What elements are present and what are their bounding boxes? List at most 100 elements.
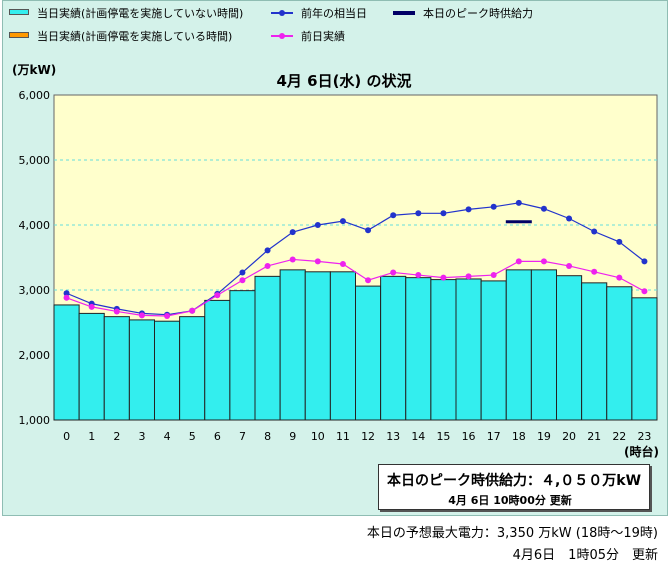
series-point: [239, 277, 246, 284]
legend-swatch-magenta-line: [271, 33, 293, 39]
series-point: [390, 212, 397, 219]
bar: [530, 269, 557, 421]
series-point: [641, 288, 648, 295]
series-point: [440, 274, 447, 281]
bar: [480, 280, 507, 421]
series-point: [465, 273, 472, 280]
series-point: [390, 269, 397, 276]
series-point: [616, 238, 623, 245]
y-tick-label: 3,000: [19, 284, 51, 297]
bar: [581, 282, 608, 421]
y-axis-unit-label: (万kW): [12, 63, 56, 77]
y-tick-label: 2,000: [19, 349, 51, 362]
x-tick-label: 14: [411, 430, 425, 443]
bar: [430, 279, 457, 421]
series-point: [339, 218, 346, 225]
series-point: [214, 292, 221, 299]
x-tick-label: 10: [311, 430, 325, 443]
peak-supply-value: 本日のピーク時供給力：４,０５０万kW: [386, 473, 642, 489]
forecast-text: 本日の予想最大電力：3,350 万kW (18時～19時): [366, 526, 658, 541]
bar: [154, 320, 181, 421]
update-time-text: 4月6日 1時05分 更新: [512, 548, 658, 563]
series-point: [113, 308, 120, 315]
series-point: [138, 312, 145, 319]
x-tick-label: 19: [537, 430, 551, 443]
legend-label: 前日実績: [301, 30, 345, 43]
series-point: [365, 277, 372, 284]
chart-title: 4月 6日(水) の状況: [276, 72, 411, 90]
bar: [355, 285, 382, 421]
x-tick-label: 4: [164, 430, 171, 443]
legend-label: 当日実績(計画停電を実施している時間): [37, 30, 233, 43]
legend-last-year: 前年の相当日: [271, 5, 367, 21]
y-tick-label: 5,000: [19, 154, 51, 167]
x-tick-label: 6: [214, 430, 221, 443]
legend-prev-day: 前日実績: [271, 28, 345, 44]
bar: [279, 269, 306, 421]
legend-swatch-orange: [9, 32, 29, 38]
series-point: [641, 258, 648, 265]
y-tick-label: 6,000: [19, 89, 51, 102]
series-point: [289, 256, 296, 263]
series-line: [66, 202, 645, 316]
series-point: [490, 272, 497, 279]
x-tick-label: 12: [361, 430, 375, 443]
bar: [606, 286, 633, 421]
x-tick-label: 7: [239, 430, 246, 443]
x-tick-label: 0: [63, 430, 70, 443]
series-point: [264, 247, 271, 254]
series-point: [540, 258, 547, 265]
series-point: [415, 272, 422, 279]
series-point: [365, 227, 372, 234]
series-point: [189, 307, 196, 314]
x-tick-label: 11: [336, 430, 350, 443]
legend-swatch-blue-line: [271, 10, 293, 16]
legend-label: 当日実績(計画停電を実施していない時間): [37, 7, 244, 20]
x-tick-label: 9: [289, 430, 296, 443]
series-point: [591, 268, 598, 275]
series-point: [515, 258, 522, 265]
series-point: [440, 210, 447, 217]
series-point: [63, 290, 70, 297]
series-point: [339, 261, 346, 267]
x-tick-label: 20: [562, 430, 576, 443]
series-lines: [63, 199, 648, 319]
bar: [631, 297, 658, 421]
x-tick-label: 13: [386, 430, 400, 443]
x-tick-label: 1: [88, 430, 95, 443]
series-point: [88, 303, 95, 310]
legend-label: 本日のピーク時供給力: [423, 7, 533, 20]
series-point: [616, 274, 623, 281]
series-point: [515, 199, 522, 206]
legend-dot-magenta: [279, 33, 285, 39]
x-tick-label: 23: [637, 430, 651, 443]
series-point: [540, 205, 547, 212]
x-tick-label: 17: [487, 430, 501, 443]
series-point: [314, 258, 321, 265]
series-point: [239, 269, 246, 276]
series-point: [566, 262, 573, 269]
bar: [204, 299, 231, 421]
peak-supply-updated: 4月 6日 10時00分 更新: [448, 494, 572, 507]
x-tick-label: 8: [264, 430, 271, 443]
legend-actual-no-plan: 当日実績(計画停電を実施していない時間): [9, 5, 243, 21]
x-tick-label: 5: [189, 430, 196, 443]
bar: [405, 277, 432, 421]
peak-supply-box: 本日のピーク時供給力：４,０５０万kW 4月 6日 10時00分 更新: [378, 464, 650, 510]
series-line: [66, 258, 645, 317]
series-point: [264, 262, 271, 269]
bar: [329, 271, 356, 421]
bars: [53, 269, 658, 421]
y-tick-label: 1,000: [19, 414, 51, 427]
legend-swatch-cyan: [9, 9, 29, 15]
series-point: [490, 203, 497, 210]
legend-peak-supply: 本日のピーク時供給力: [393, 5, 533, 21]
series-point: [314, 222, 321, 228]
y-tick-label: 4,000: [19, 219, 51, 232]
x-tick-label: 18: [512, 430, 526, 443]
bar: [128, 319, 155, 421]
bar: [229, 290, 256, 421]
bar: [103, 316, 130, 421]
bar: [455, 278, 482, 421]
